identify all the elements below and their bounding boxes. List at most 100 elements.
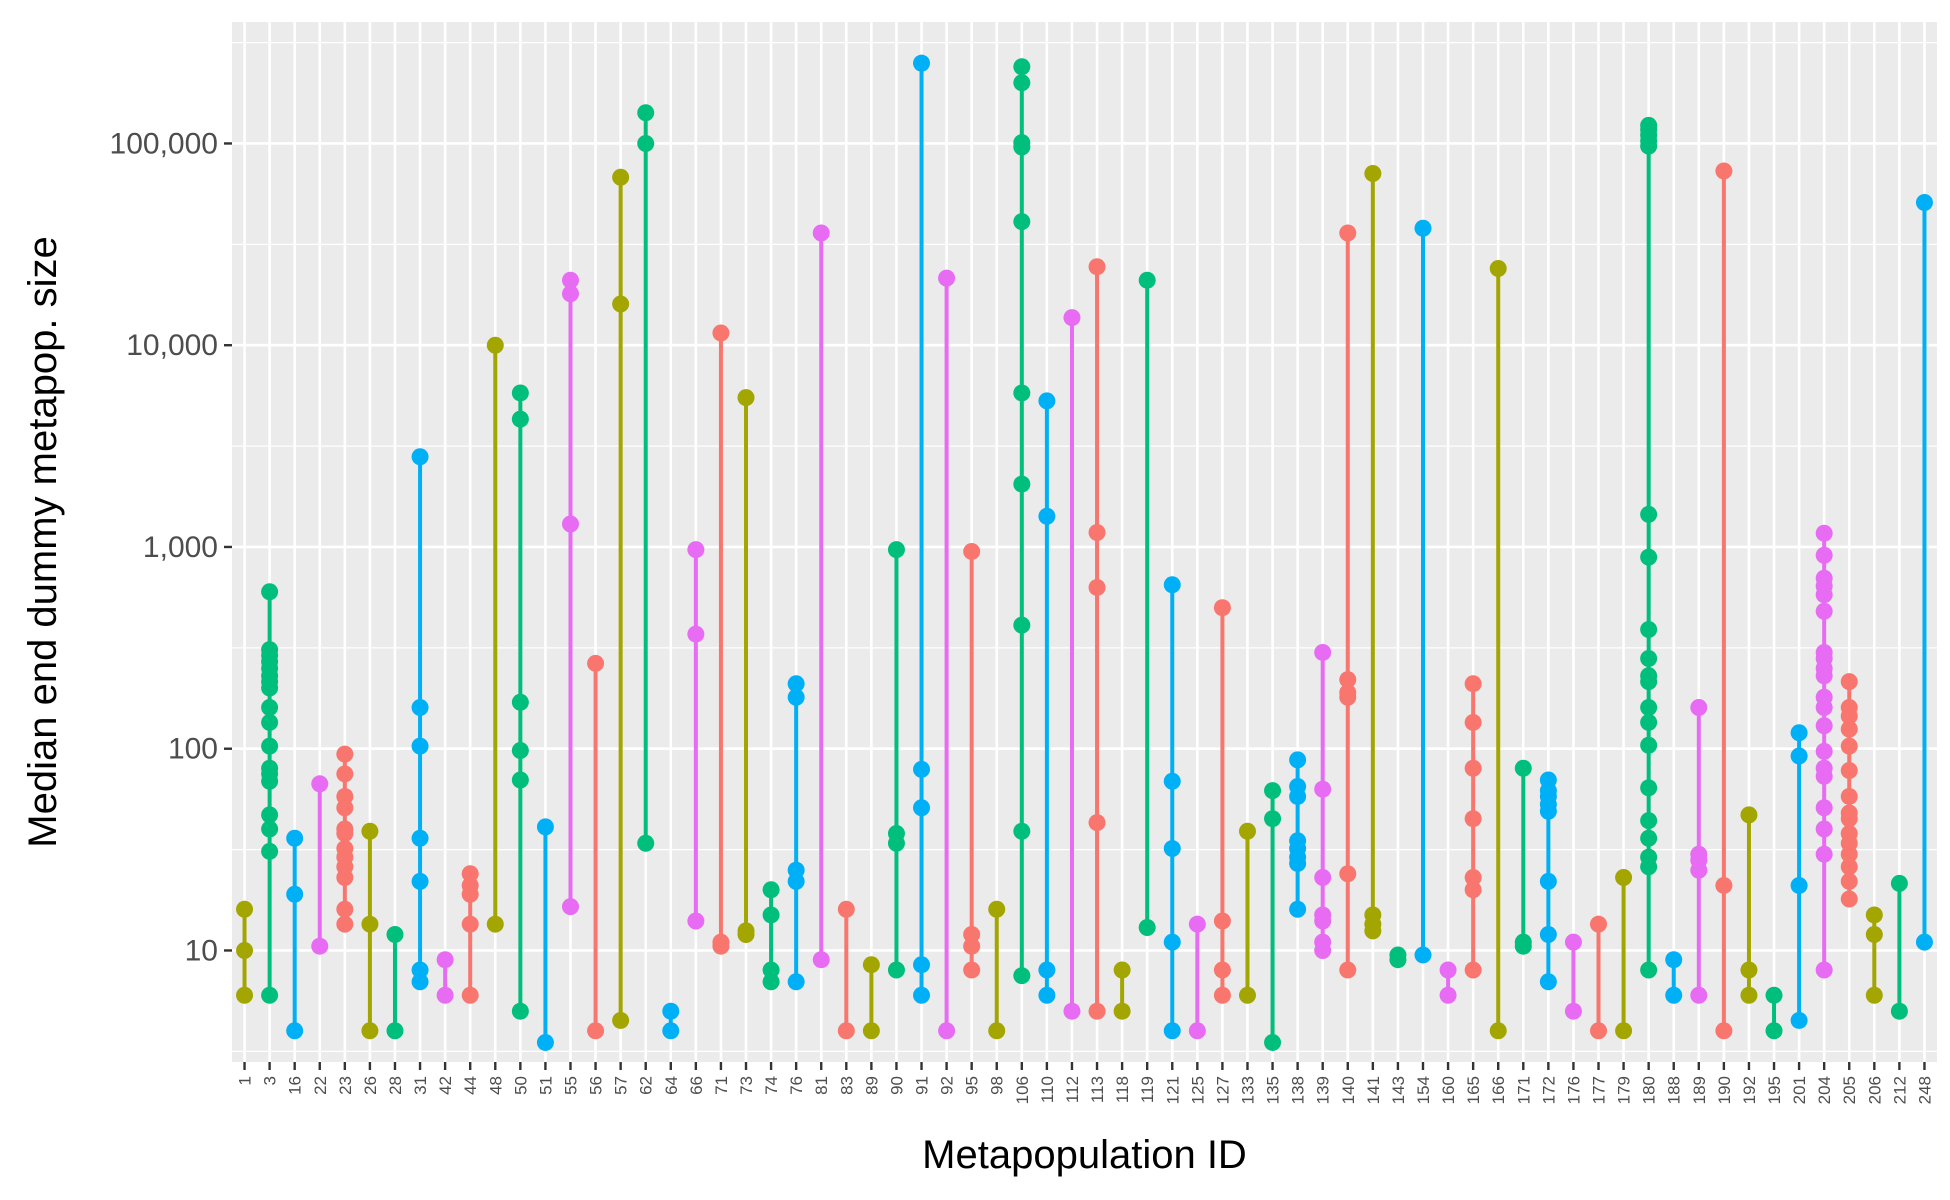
data-point-3 <box>261 759 279 777</box>
x-tick-label: 204 <box>1815 1076 1834 1104</box>
data-point-16 <box>286 885 304 903</box>
data-point-212 <box>1890 874 1908 892</box>
data-point-135 <box>1264 782 1282 800</box>
x-tick-label: 106 <box>1013 1076 1032 1104</box>
data-point-141 <box>1364 906 1382 924</box>
x-tick-label: 81 <box>812 1076 831 1095</box>
data-point-125 <box>1188 915 1206 933</box>
group-125 <box>1188 915 1206 1040</box>
data-point-57 <box>612 1011 630 1029</box>
group-127 <box>1213 599 1231 1004</box>
group-179 <box>1615 868 1633 1040</box>
data-point-26 <box>361 915 379 933</box>
x-tick-label: 44 <box>461 1076 480 1095</box>
data-point-62 <box>637 104 655 122</box>
data-point-81 <box>812 224 830 242</box>
data-point-23 <box>336 745 354 763</box>
data-point-113 <box>1088 258 1106 276</box>
group-48 <box>486 336 504 933</box>
group-171 <box>1514 759 1532 955</box>
data-point-135 <box>1264 810 1282 828</box>
data-point-127 <box>1213 961 1231 979</box>
data-point-3 <box>261 737 279 755</box>
data-point-188 <box>1665 951 1683 969</box>
data-point-139 <box>1314 906 1332 924</box>
data-point-212 <box>1890 1002 1908 1020</box>
x-tick-label: 56 <box>587 1076 606 1095</box>
x-tick-label: 135 <box>1264 1076 1283 1104</box>
data-point-140 <box>1339 961 1357 979</box>
group-95 <box>963 542 981 979</box>
data-point-133 <box>1238 822 1256 840</box>
x-tick-label: 171 <box>1514 1076 1533 1104</box>
group-76 <box>787 675 805 991</box>
x-tick-label: 172 <box>1539 1076 1558 1104</box>
data-point-50 <box>511 1002 529 1020</box>
data-point-205 <box>1840 872 1858 890</box>
data-point-171 <box>1514 759 1532 777</box>
data-point-180 <box>1640 667 1658 685</box>
data-point-110 <box>1038 507 1056 525</box>
data-point-248 <box>1915 933 1933 951</box>
data-point-125 <box>1188 1022 1206 1040</box>
x-tick-label: 180 <box>1640 1076 1659 1104</box>
group-248 <box>1915 193 1933 951</box>
group-206 <box>1865 906 1883 1004</box>
data-point-22 <box>311 937 329 955</box>
group-42 <box>436 951 454 1004</box>
data-point-121 <box>1163 772 1181 790</box>
data-point-189 <box>1690 986 1708 1004</box>
data-point-180 <box>1640 736 1658 754</box>
group-73 <box>737 389 755 943</box>
x-tick-label: 22 <box>311 1076 330 1095</box>
data-point-55 <box>561 271 579 289</box>
data-point-171 <box>1514 933 1532 951</box>
data-point-76 <box>787 973 805 991</box>
data-point-127 <box>1213 912 1231 930</box>
data-point-76 <box>787 675 805 693</box>
x-tick-label: 55 <box>561 1076 580 1095</box>
data-point-55 <box>561 515 579 533</box>
data-point-138 <box>1289 900 1307 918</box>
data-point-165 <box>1464 810 1482 828</box>
x-tick-label: 3 <box>261 1076 280 1085</box>
data-point-204 <box>1815 742 1833 760</box>
x-tick-label: 57 <box>612 1076 631 1095</box>
group-106 <box>1013 58 1031 985</box>
x-tick-label: 1 <box>236 1076 255 1085</box>
x-tick-label: 139 <box>1314 1076 1333 1104</box>
x-tick-label: 95 <box>963 1076 982 1095</box>
data-point-66 <box>687 912 705 930</box>
data-point-91 <box>913 799 931 817</box>
group-44 <box>461 865 479 1004</box>
data-point-57 <box>612 295 630 313</box>
data-point-127 <box>1213 599 1231 617</box>
data-point-172 <box>1539 771 1557 789</box>
data-point-165 <box>1464 713 1482 731</box>
group-195 <box>1765 986 1783 1040</box>
data-point-44 <box>461 915 479 933</box>
data-point-138 <box>1289 777 1307 795</box>
group-201 <box>1790 724 1808 1029</box>
y-tick-label: 10 <box>185 934 218 967</box>
data-point-204 <box>1815 717 1833 735</box>
data-point-51 <box>536 818 554 836</box>
data-point-48 <box>486 336 504 354</box>
group-90 <box>887 541 905 979</box>
x-tick-label: 140 <box>1339 1076 1358 1104</box>
group-1 <box>236 900 254 1004</box>
data-point-133 <box>1238 986 1256 1004</box>
data-point-112 <box>1063 1002 1081 1020</box>
data-point-3 <box>261 699 279 717</box>
data-point-180 <box>1640 505 1658 523</box>
data-point-166 <box>1489 1022 1507 1040</box>
x-tick-label: 110 <box>1038 1076 1057 1103</box>
data-point-31 <box>411 829 429 847</box>
data-point-44 <box>461 865 479 883</box>
data-point-205 <box>1840 761 1858 779</box>
data-point-83 <box>837 1022 855 1040</box>
data-point-205 <box>1840 804 1858 822</box>
data-point-1 <box>236 986 254 1004</box>
data-point-190 <box>1715 876 1733 894</box>
